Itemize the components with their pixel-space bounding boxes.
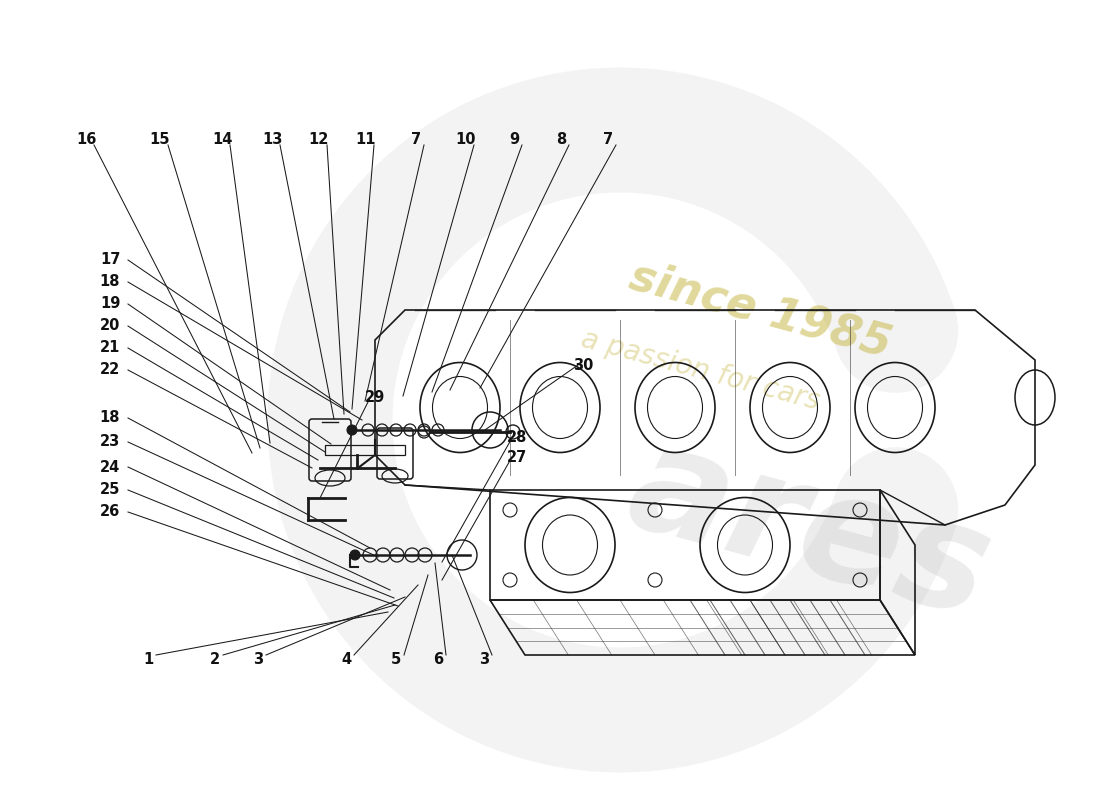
- Text: 3: 3: [478, 653, 490, 667]
- Circle shape: [346, 425, 358, 435]
- Text: 23: 23: [100, 434, 120, 450]
- Text: a passion for cars: a passion for cars: [578, 325, 823, 415]
- Circle shape: [350, 550, 360, 560]
- Text: 28: 28: [507, 430, 527, 446]
- Text: 25: 25: [100, 482, 120, 498]
- Text: 18: 18: [100, 410, 120, 426]
- Text: 9: 9: [509, 133, 519, 147]
- Text: 3: 3: [253, 653, 263, 667]
- Text: 7: 7: [603, 133, 613, 147]
- Text: 20: 20: [100, 318, 120, 334]
- Text: 27: 27: [507, 450, 527, 465]
- Text: 26: 26: [100, 505, 120, 519]
- Text: 11: 11: [355, 133, 376, 147]
- Text: 13: 13: [262, 133, 283, 147]
- Text: 15: 15: [150, 133, 170, 147]
- Text: 1: 1: [143, 653, 153, 667]
- Text: ares: ares: [615, 413, 1005, 647]
- Text: 14: 14: [212, 133, 232, 147]
- Text: 6: 6: [433, 653, 443, 667]
- Text: 8: 8: [556, 133, 566, 147]
- Text: 10: 10: [455, 133, 476, 147]
- Text: 29: 29: [365, 390, 385, 406]
- Text: 21: 21: [100, 341, 120, 355]
- Text: 5: 5: [390, 653, 402, 667]
- Text: 17: 17: [100, 253, 120, 267]
- Text: 22: 22: [100, 362, 120, 378]
- Text: since 1985: since 1985: [625, 254, 895, 366]
- Text: 16: 16: [76, 133, 96, 147]
- Text: 18: 18: [100, 274, 120, 290]
- Text: 12: 12: [309, 133, 329, 147]
- Text: 4: 4: [341, 653, 351, 667]
- Text: 7: 7: [411, 133, 421, 147]
- Text: 30: 30: [573, 358, 593, 373]
- Text: 19: 19: [100, 297, 120, 311]
- Text: 2: 2: [210, 653, 220, 667]
- Text: 24: 24: [100, 459, 120, 474]
